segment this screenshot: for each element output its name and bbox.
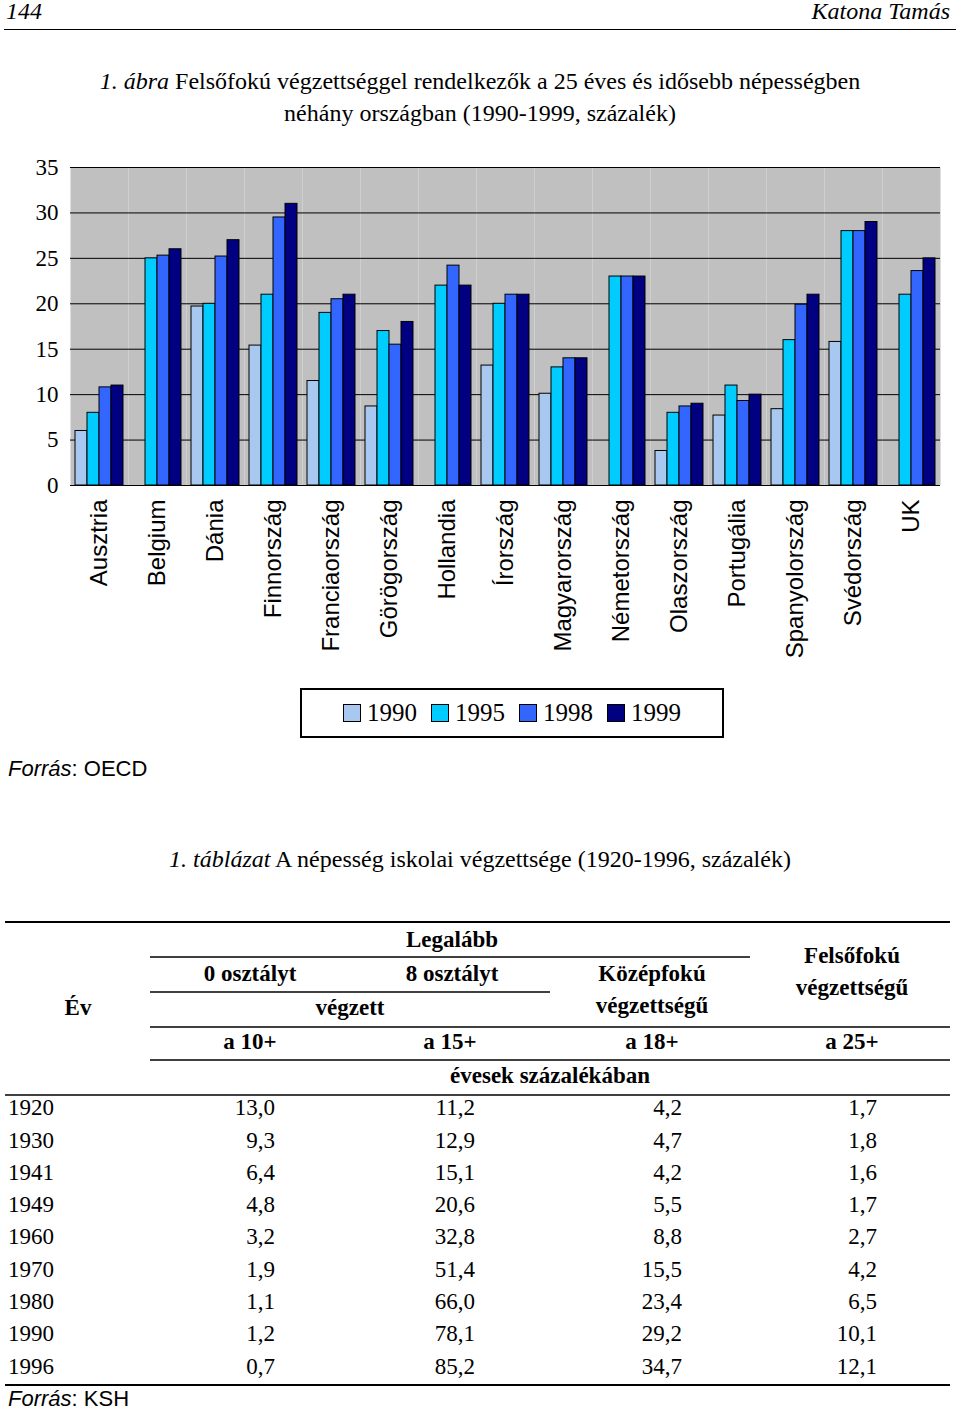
svg-text:5,5: 5,5	[653, 1192, 682, 1217]
svg-text:0,7: 0,7	[246, 1354, 275, 1379]
svg-text:Spanyolország: Spanyolország	[781, 500, 808, 659]
svg-text:78,1: 78,1	[435, 1321, 475, 1346]
svg-text:29,2: 29,2	[642, 1321, 682, 1346]
svg-text:6,5: 6,5	[848, 1289, 877, 1314]
html-text:1990: 1990	[367, 699, 417, 726]
svg-text:1,2: 1,2	[246, 1321, 275, 1346]
svg-text:Olaszország: Olaszország	[665, 500, 692, 633]
svg-text:1,9: 1,9	[246, 1257, 275, 1282]
html-text:1998: 1998	[543, 699, 593, 726]
svg-text:a 15+: a 15+	[423, 1029, 476, 1054]
svg-text:Svédország: Svédország	[839, 500, 866, 627]
svg-text:13,0: 13,0	[235, 1095, 275, 1120]
svg-text:Belgium: Belgium	[143, 500, 170, 587]
svg-text:Hollandia: Hollandia	[433, 499, 460, 600]
svg-text:a 25+: a 25+	[825, 1029, 878, 1054]
svg-text:a 10+: a 10+	[223, 1029, 276, 1054]
svg-text:Ausztria: Ausztria	[85, 499, 112, 586]
svg-text:85,2: 85,2	[435, 1354, 475, 1379]
svg-text:Középfokú: Középfokú	[598, 961, 706, 986]
svg-text:4,2: 4,2	[653, 1095, 682, 1120]
html-text:1. ábra Felsőfokú végzettségge: 1. ábra Felsőfokú végzettséggel rendelke…	[99, 68, 861, 94]
svg-text:UK: UK	[897, 500, 924, 533]
svg-text:Dánia: Dánia	[201, 499, 228, 562]
svg-text:Írország: Írország	[491, 500, 518, 587]
html-text:néhány országban (1990-1999, s: néhány országban (1990-1999, százalék)	[284, 100, 676, 126]
svg-text:1930: 1930	[8, 1128, 54, 1153]
svg-text:25: 25	[36, 246, 59, 271]
svg-text:Németország: Németország	[607, 500, 634, 643]
html-text:1995: 1995	[455, 699, 505, 726]
svg-text:8,8: 8,8	[653, 1224, 682, 1249]
svg-text:4,8: 4,8	[246, 1192, 275, 1217]
svg-text:1,6: 1,6	[848, 1160, 877, 1185]
svg-text:5: 5	[47, 427, 59, 452]
svg-text:1,7: 1,7	[848, 1192, 877, 1217]
svg-text:20: 20	[36, 291, 59, 316]
svg-text:1980: 1980	[8, 1289, 54, 1314]
svg-text:1920: 1920	[8, 1095, 54, 1120]
svg-text:1,1: 1,1	[246, 1289, 275, 1314]
html-text:1999: 1999	[631, 699, 681, 726]
svg-text:Franciaország: Franciaország	[317, 500, 344, 652]
svg-text:1960: 1960	[8, 1224, 54, 1249]
svg-text:Görögország: Görögország	[375, 500, 402, 639]
svg-text:0 osztályt: 0 osztályt	[204, 961, 297, 986]
svg-text:1,8: 1,8	[848, 1128, 877, 1153]
svg-text:1990: 1990	[8, 1321, 54, 1346]
svg-text:0: 0	[47, 473, 59, 498]
svg-text:12,1: 12,1	[837, 1354, 877, 1379]
svg-text:végzett: végzett	[316, 995, 385, 1020]
svg-text:15: 15	[36, 337, 59, 362]
svg-text:15,1: 15,1	[435, 1160, 475, 1185]
svg-text:1970: 1970	[8, 1257, 54, 1282]
svg-text:Legalább: Legalább	[406, 927, 498, 952]
svg-text:végzettségű: végzettségű	[796, 975, 909, 1000]
svg-text:15,5: 15,5	[642, 1257, 682, 1282]
svg-text:11,2: 11,2	[436, 1095, 475, 1120]
svg-text:10: 10	[36, 382, 59, 407]
svg-text:10,1: 10,1	[837, 1321, 877, 1346]
svg-text:1,7: 1,7	[848, 1095, 877, 1120]
svg-text:1941: 1941	[8, 1160, 54, 1185]
svg-text:34,7: 34,7	[642, 1354, 682, 1379]
svg-text:3,2: 3,2	[246, 1224, 275, 1249]
svg-text:4,7: 4,7	[653, 1128, 682, 1153]
html-text:Forrás: OECD: Forrás: OECD	[8, 756, 148, 781]
svg-text:1996: 1996	[8, 1354, 54, 1379]
svg-text:6,4: 6,4	[246, 1160, 275, 1185]
svg-text:Finnország: Finnország	[259, 500, 286, 619]
svg-text:23,4: 23,4	[642, 1289, 683, 1314]
svg-text:Portugália: Portugália	[723, 499, 750, 608]
svg-text:12,9: 12,9	[435, 1128, 475, 1153]
svg-text:Magyarország: Magyarország	[549, 500, 576, 652]
svg-text:Év: Év	[65, 995, 92, 1020]
svg-text:4,2: 4,2	[653, 1160, 682, 1185]
svg-text:51,4: 51,4	[435, 1257, 476, 1282]
svg-text:4,2: 4,2	[848, 1257, 877, 1282]
svg-text:35: 35	[36, 155, 59, 180]
svg-text:1949: 1949	[8, 1192, 54, 1217]
svg-text:32,8: 32,8	[435, 1224, 475, 1249]
svg-text:66,0: 66,0	[435, 1289, 475, 1314]
svg-text:8 osztályt: 8 osztályt	[406, 961, 499, 986]
svg-text:20,6: 20,6	[435, 1192, 475, 1217]
svg-text:9,3: 9,3	[246, 1128, 275, 1153]
svg-text:végzettségű: végzettségű	[596, 993, 709, 1018]
svg-text:2,7: 2,7	[848, 1224, 877, 1249]
html-text:Forrás: KSH: Forrás: KSH	[8, 1386, 129, 1411]
svg-text:évesek százalékában: évesek százalékában	[450, 1063, 650, 1088]
html-text:1. táblázat A népesség iskolai: 1. táblázat A népesség iskolai végzettsé…	[169, 846, 791, 872]
svg-text:a 18+: a 18+	[625, 1029, 678, 1054]
svg-text:Felsőfokú: Felsőfokú	[804, 943, 900, 968]
svg-text:30: 30	[36, 200, 59, 225]
